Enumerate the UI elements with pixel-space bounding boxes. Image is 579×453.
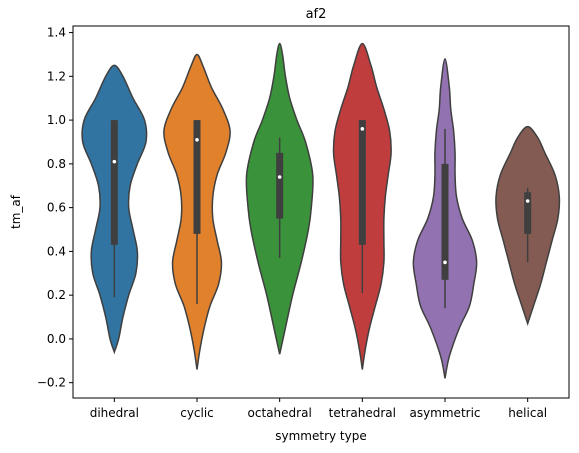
y-axis-label: tm_af	[9, 194, 23, 229]
chart-title: af2	[306, 7, 327, 22]
plot-frame	[72, 25, 570, 399]
violin-asymmetric	[412, 58, 478, 379]
median-dot-asymmetric	[443, 260, 447, 265]
iqr-box-asymmetric	[441, 163, 449, 280]
x-tick-label-asymmetric: asymmetric	[409, 406, 480, 420]
x-axis: dihedral cyclic octahedral tetrahedral asymm…	[90, 398, 547, 420]
iqr-box-octahedral	[276, 152, 284, 219]
violin-dihedral	[81, 64, 148, 355]
y-tick-label: 1.0	[47, 113, 66, 127]
iqr-box-dihedral	[110, 120, 118, 245]
iqr-box-tetrahedral	[358, 120, 366, 245]
y-tick-label: 1.2	[47, 69, 66, 83]
x-tick-label-helical: helical	[508, 406, 547, 420]
violin-cyclic	[163, 53, 231, 370]
median-dot-tetrahedral	[360, 127, 365, 131]
violin-helical	[495, 125, 561, 327]
x-axis-label: symmetry type	[275, 429, 366, 443]
iqr-box-helical	[524, 192, 532, 234]
y-tick-label: 0.4	[47, 244, 66, 258]
y-tick-label: 0.6	[47, 201, 66, 215]
y-tick-label: 0.8	[47, 157, 66, 171]
median-dot-dihedral	[112, 159, 117, 164]
iqr-box-cyclic	[193, 120, 201, 234]
y-tick-label: −0.2	[37, 376, 66, 390]
y-tick-label: 0.0	[47, 332, 66, 346]
median-dot-helical	[525, 199, 530, 203]
x-tick-label-tetrahedral: tetrahedral	[329, 406, 396, 420]
median-dot-octahedral	[277, 175, 282, 179]
violins-group	[81, 42, 561, 379]
x-tick-label-octahedral: octahedral	[248, 406, 312, 420]
median-dot-cyclic	[195, 137, 199, 142]
x-tick-label-dihedral: dihedral	[90, 406, 139, 420]
violin-tetrahedral	[332, 42, 392, 370]
y-tick-label: 1.4	[47, 26, 66, 40]
violin-octahedral	[245, 42, 314, 355]
x-tick-label-cyclic: cyclic	[180, 406, 214, 420]
y-tick-label: 0.2	[47, 288, 66, 302]
y-axis: −0.2 0.0 0.2 0.4 0.6 0.8 1.0 1.2 1.4	[37, 26, 73, 390]
